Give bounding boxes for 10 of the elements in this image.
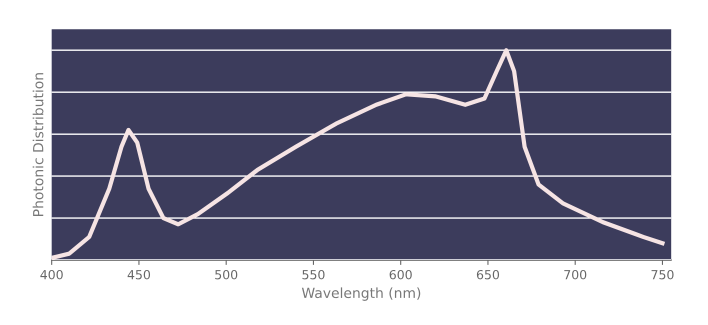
x-tick-label: 450 [128, 270, 150, 280]
x-tick-label: 750 [652, 270, 674, 280]
x-tick-label: 650 [476, 270, 500, 280]
x-tick-label: 500 [215, 270, 238, 280]
x-tick-label: 600 [390, 270, 412, 280]
x-tick-label: 700 [564, 270, 586, 280]
x-tick-label: 400 [40, 270, 63, 280]
x-axis-title: Wavelength (nm) [302, 287, 420, 301]
y-axis-title: Photonic Distribution [32, 73, 44, 216]
x-tick-label: 550 [302, 270, 325, 280]
